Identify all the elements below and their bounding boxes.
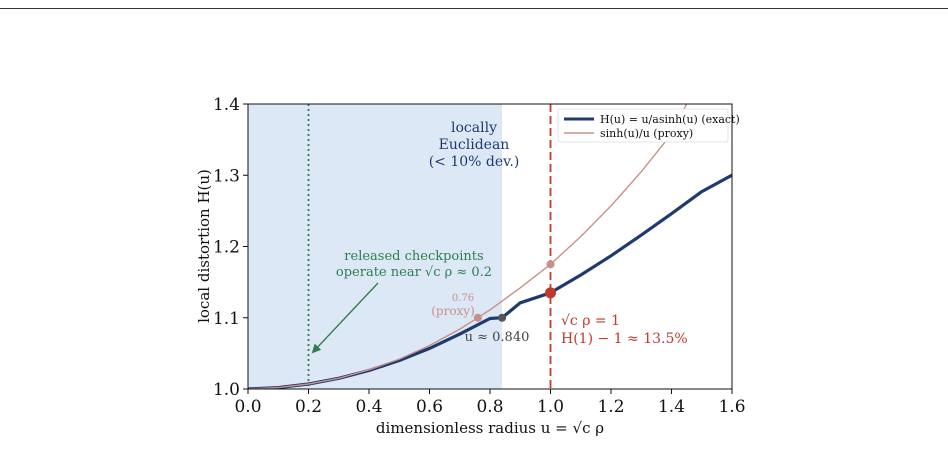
checkpoint-label-line-1: released checkpoints: [344, 249, 483, 264]
marker-point-0: [498, 313, 507, 322]
region-label-line-3: (< 10% dev.): [429, 154, 520, 170]
legend: H(u) = u/asinh(u) (exact) sinh(u)/u (pro…: [557, 108, 740, 143]
unit-error-label: H(1) − 1 ≈ 13.5%: [561, 331, 688, 347]
marker-point-1: [473, 313, 482, 322]
legend-label-proxy: sinh(u)/u (proxy): [600, 127, 693, 140]
legend-label-exact: H(u) = u/asinh(u) (exact): [600, 113, 740, 126]
unit-radius-label: √c ρ = 1: [561, 313, 620, 329]
region-label: locally Euclidean (< 10% dev.): [429, 120, 520, 170]
x-tick-label: 0.0: [234, 397, 261, 417]
shaded-region: [248, 104, 503, 389]
x-tick-label: 1.0: [537, 397, 564, 417]
region-label-line-1: locally: [451, 120, 497, 136]
y-tick-label: 1.3: [213, 166, 240, 186]
region-label-line-2: Euclidean: [439, 137, 510, 153]
x-tick-label: 0.6: [416, 397, 443, 417]
checkpoint-label-line-2: operate near √c ρ ≈ 0.2: [336, 265, 492, 280]
top-rule: [0, 8, 948, 9]
exact-point-label: u ≈ 0.840: [465, 330, 530, 345]
x-tick-label: 0.4: [355, 397, 382, 417]
x-tick-label: 1.4: [658, 397, 685, 417]
x-tick-label: 1.6: [718, 397, 745, 417]
marker-point-2: [545, 287, 556, 299]
marker-point-3: [546, 260, 555, 269]
y-tick-label: 1.2: [213, 238, 240, 258]
legend-box: [557, 108, 729, 143]
checkpoint-arrow: [311, 282, 379, 354]
plot-frame: [247, 103, 733, 390]
x-tick-label: 1.2: [597, 397, 624, 417]
y-tick-label: 1.4: [213, 95, 240, 115]
proxy-tag-label: (proxy): [431, 304, 475, 318]
y-tick-label: 1.1: [213, 309, 240, 329]
y-tick-label: 1.0: [213, 380, 240, 400]
proxy-value-label: 0.76: [452, 293, 474, 304]
y-axis-label: local distortion H(u): [195, 169, 213, 323]
checkpoint-annotation: released checkpoints operate near √c ρ ≈…: [311, 249, 492, 354]
x-tick-label: 0.2: [295, 397, 322, 417]
x-tick-label: 0.8: [476, 397, 503, 417]
x-axis-label: dimensionless radius u = √c ρ: [376, 419, 604, 437]
